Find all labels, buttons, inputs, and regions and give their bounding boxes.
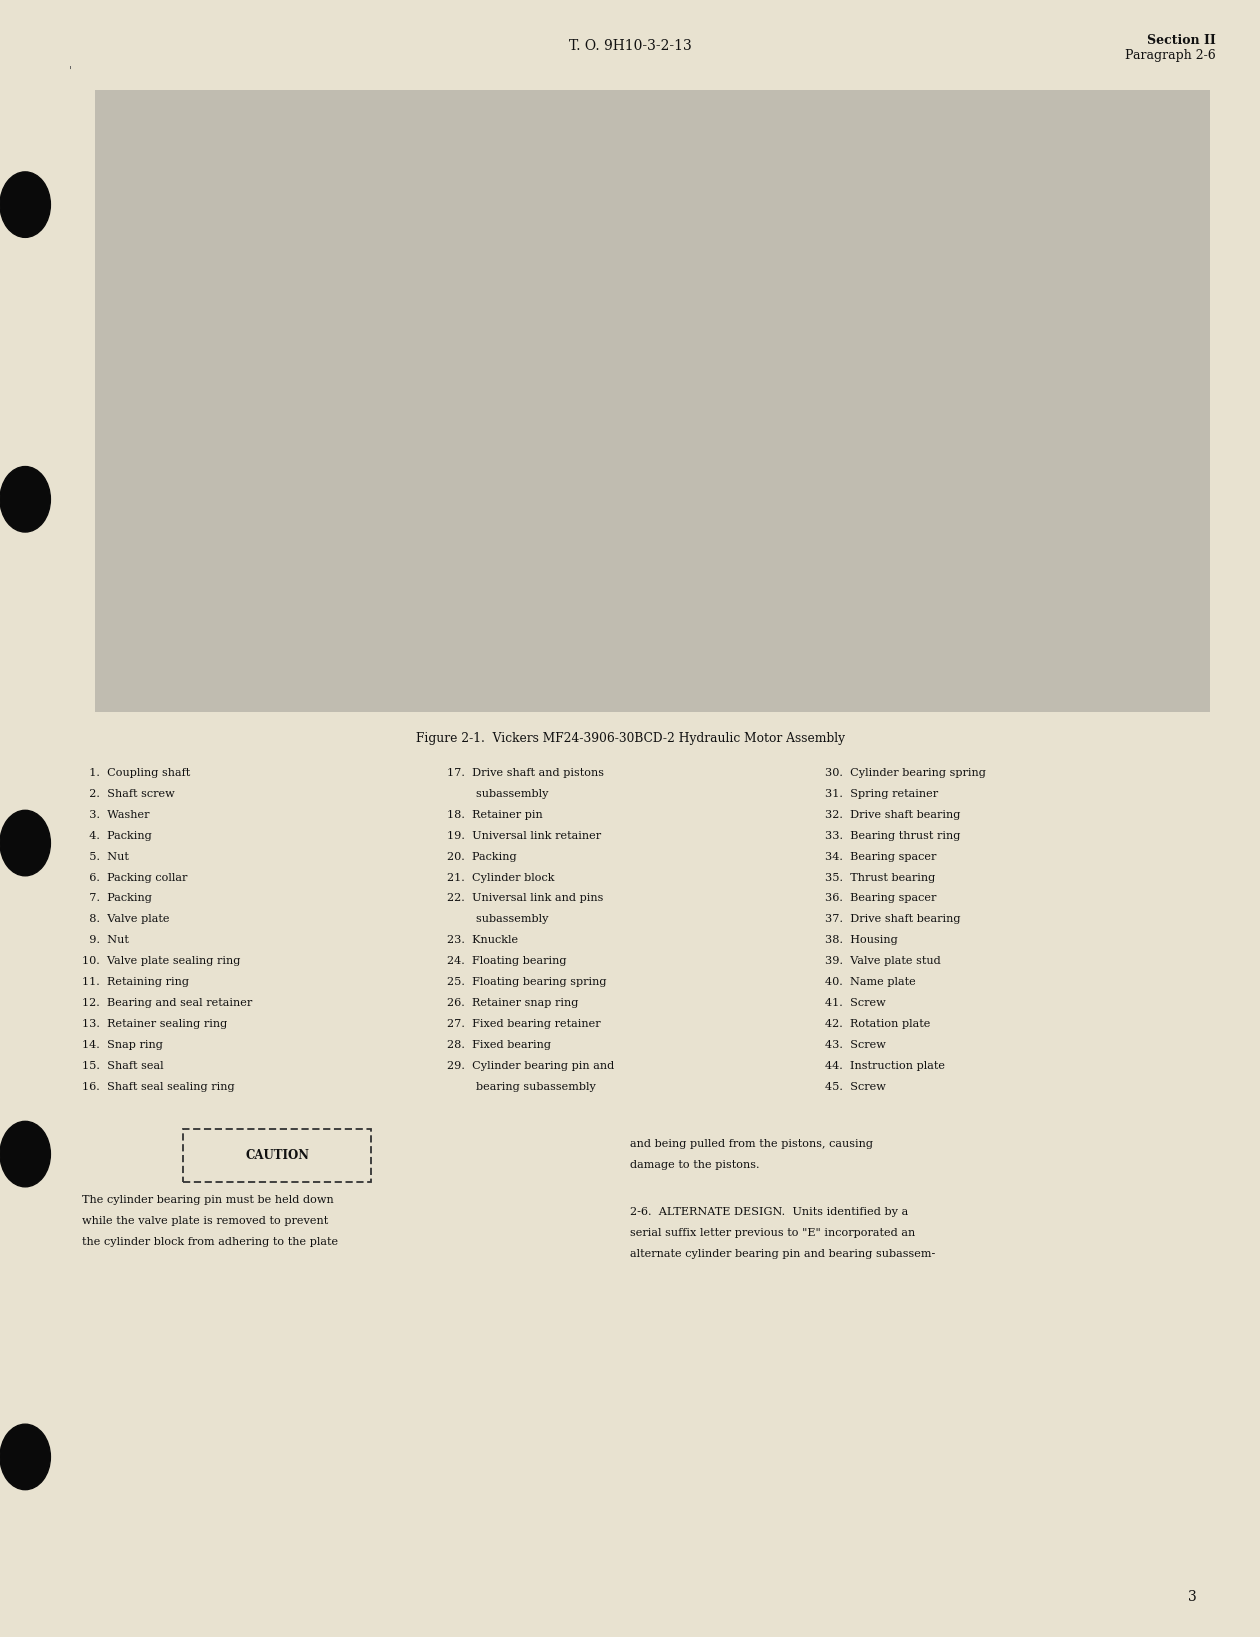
Text: and being pulled from the pistons, causing: and being pulled from the pistons, causi… <box>630 1139 873 1149</box>
Text: 2.  Shaft screw: 2. Shaft screw <box>82 789 175 799</box>
Text: 25.  Floating bearing spring: 25. Floating bearing spring <box>447 977 607 987</box>
Text: 16.  Shaft seal sealing ring: 16. Shaft seal sealing ring <box>82 1082 234 1092</box>
Text: 29.  Cylinder bearing pin and: 29. Cylinder bearing pin and <box>447 1061 615 1071</box>
Text: 18.  Retainer pin: 18. Retainer pin <box>447 810 543 820</box>
Text: 41.  Screw: 41. Screw <box>825 999 886 1008</box>
Text: 6.  Packing collar: 6. Packing collar <box>82 873 188 882</box>
Text: CAUTION: CAUTION <box>246 1149 309 1162</box>
Text: 43.  Screw: 43. Screw <box>825 1039 886 1051</box>
Text: alternate cylinder bearing pin and bearing subassem-: alternate cylinder bearing pin and beari… <box>630 1249 935 1259</box>
Circle shape <box>0 467 50 532</box>
FancyBboxPatch shape <box>184 1130 370 1182</box>
Text: 27.  Fixed bearing retainer: 27. Fixed bearing retainer <box>447 1020 601 1030</box>
Text: 42.  Rotation plate: 42. Rotation plate <box>825 1020 931 1030</box>
Text: 32.  Drive shaft bearing: 32. Drive shaft bearing <box>825 810 960 820</box>
Text: 7.  Packing: 7. Packing <box>82 894 151 904</box>
Text: subassembly: subassembly <box>447 915 549 925</box>
Text: 21.  Cylinder block: 21. Cylinder block <box>447 873 554 882</box>
Text: 44.  Instruction plate: 44. Instruction plate <box>825 1061 945 1071</box>
Text: serial suffix letter previous to "E" incorporated an: serial suffix letter previous to "E" inc… <box>630 1228 915 1238</box>
Text: 28.  Fixed bearing: 28. Fixed bearing <box>447 1039 552 1051</box>
Text: Section II: Section II <box>1147 34 1216 47</box>
Text: damage to the pistons.: damage to the pistons. <box>630 1161 760 1170</box>
Text: 24.  Floating bearing: 24. Floating bearing <box>447 956 567 966</box>
Text: 45.  Screw: 45. Screw <box>825 1082 886 1092</box>
Text: 26.  Retainer snap ring: 26. Retainer snap ring <box>447 999 578 1008</box>
Text: 9.  Nut: 9. Nut <box>82 935 129 946</box>
Text: while the valve plate is removed to prevent: while the valve plate is removed to prev… <box>82 1216 328 1226</box>
Text: 36.  Bearing spacer: 36. Bearing spacer <box>825 894 936 904</box>
Text: 2-6.  ALTERNATE DESIGN.  Units identified by a: 2-6. ALTERNATE DESIGN. Units identified … <box>630 1206 908 1218</box>
Text: 15.  Shaft seal: 15. Shaft seal <box>82 1061 164 1071</box>
Text: 3.  Washer: 3. Washer <box>82 810 150 820</box>
Text: 17.  Drive shaft and pistons: 17. Drive shaft and pistons <box>447 768 605 778</box>
Bar <box>94 90 1210 712</box>
Text: 19.  Universal link retainer: 19. Universal link retainer <box>447 830 601 841</box>
Text: 1.  Coupling shaft: 1. Coupling shaft <box>82 768 190 778</box>
Text: The cylinder bearing pin must be held down: The cylinder bearing pin must be held do… <box>82 1195 334 1205</box>
Text: the cylinder block from adhering to the plate: the cylinder block from adhering to the … <box>82 1236 338 1247</box>
Text: 3: 3 <box>1188 1590 1197 1604</box>
Circle shape <box>0 172 50 237</box>
Text: 30.  Cylinder bearing spring: 30. Cylinder bearing spring <box>825 768 987 778</box>
Text: 31.  Spring retainer: 31. Spring retainer <box>825 789 939 799</box>
Circle shape <box>0 810 50 876</box>
Text: Paragraph 2-6: Paragraph 2-6 <box>1125 49 1216 62</box>
Text: 12.  Bearing and seal retainer: 12. Bearing and seal retainer <box>82 999 252 1008</box>
Text: 23.  Knuckle: 23. Knuckle <box>447 935 518 946</box>
Text: T. O. 9H10-3-2-13: T. O. 9H10-3-2-13 <box>568 39 692 54</box>
Text: 11.  Retaining ring: 11. Retaining ring <box>82 977 189 987</box>
Text: 8.  Valve plate: 8. Valve plate <box>82 915 169 925</box>
Text: Figure 2-1.  Vickers MF24-3906-30BCD-2 Hydraulic Motor Assembly: Figure 2-1. Vickers MF24-3906-30BCD-2 Hy… <box>416 732 844 745</box>
Text: 37.  Drive shaft bearing: 37. Drive shaft bearing <box>825 915 961 925</box>
Text: ': ' <box>69 65 72 75</box>
Text: 40.  Name plate: 40. Name plate <box>825 977 916 987</box>
Text: 33.  Bearing thrust ring: 33. Bearing thrust ring <box>825 830 960 841</box>
Text: 5.  Nut: 5. Nut <box>82 851 129 861</box>
Circle shape <box>0 1424 50 1490</box>
Text: 38.  Housing: 38. Housing <box>825 935 898 946</box>
Text: 4.  Packing: 4. Packing <box>82 830 151 841</box>
Text: 20.  Packing: 20. Packing <box>447 851 517 861</box>
Circle shape <box>0 1121 50 1187</box>
Text: 13.  Retainer sealing ring: 13. Retainer sealing ring <box>82 1020 227 1030</box>
Text: 22.  Universal link and pins: 22. Universal link and pins <box>447 894 604 904</box>
Text: subassembly: subassembly <box>447 789 549 799</box>
Text: 10.  Valve plate sealing ring: 10. Valve plate sealing ring <box>82 956 241 966</box>
Text: 35.  Thrust bearing: 35. Thrust bearing <box>825 873 935 882</box>
Text: bearing subassembly: bearing subassembly <box>447 1082 596 1092</box>
Text: 39.  Valve plate stud: 39. Valve plate stud <box>825 956 941 966</box>
Text: 14.  Snap ring: 14. Snap ring <box>82 1039 163 1051</box>
Text: 34.  Bearing spacer: 34. Bearing spacer <box>825 851 936 861</box>
